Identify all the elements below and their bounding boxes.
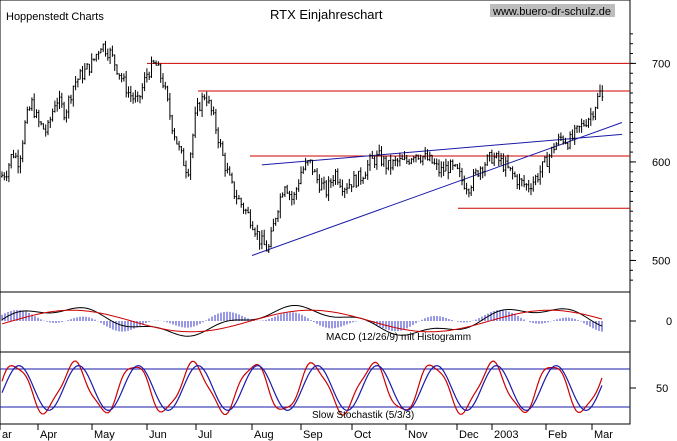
- stoch-k-line: [1, 360, 603, 416]
- macd-line: [1, 305, 603, 337]
- chart-title: RTX Einjahreschart: [270, 7, 383, 22]
- month-tick: Mar: [594, 429, 613, 441]
- month-tick: May: [94, 429, 115, 441]
- trendline: [261, 133, 623, 166]
- website-badge: [490, 4, 615, 17]
- price-tick: 600: [652, 157, 670, 169]
- price-tick: 500: [652, 255, 670, 267]
- price-tick: 700: [652, 58, 670, 70]
- stochastic-panel: 50: [0, 360, 668, 416]
- website-label: www.buero-dr-schulz.de: [492, 6, 611, 18]
- month-tick: Dec: [459, 429, 479, 441]
- price-axis: 500 600 700: [630, 33, 670, 281]
- resistance-support-lines: [147, 62, 630, 209]
- publisher-label: Hoppenstedt Charts: [6, 11, 104, 23]
- trendline: [251, 122, 623, 256]
- month-tick: 2003: [494, 429, 518, 441]
- month-tick: Jul: [198, 429, 212, 441]
- month-tick: Apr: [40, 429, 57, 441]
- trendlines: [251, 122, 623, 256]
- month-tick: Nov: [408, 429, 428, 441]
- macd-signal-line: [1, 309, 603, 333]
- stoch-d-line: [1, 364, 603, 412]
- price-bars: [1, 40, 604, 254]
- macd-panel: 0: [1, 305, 672, 337]
- month-tick: Feb: [548, 429, 567, 441]
- month-tick: Oct: [354, 429, 371, 441]
- month-tick: Sep: [303, 429, 323, 441]
- month-tick: Aug: [254, 429, 274, 441]
- month-axis: ar Apr May Jun Jul Aug Sep Oct Nov Dec 2003 Feb Mar: [0, 424, 613, 441]
- month-tick: ar: [2, 429, 12, 441]
- stoch-tick: 50: [656, 383, 668, 395]
- month-tick: Jun: [149, 429, 167, 441]
- macd-tick: 0: [666, 316, 672, 328]
- macd-label: MACD (12/26/9) mit Histogramm: [326, 332, 471, 343]
- stochastic-label: Slow Stochastik (5/3/3): [312, 410, 414, 421]
- chart-frame: [0, 0, 631, 425]
